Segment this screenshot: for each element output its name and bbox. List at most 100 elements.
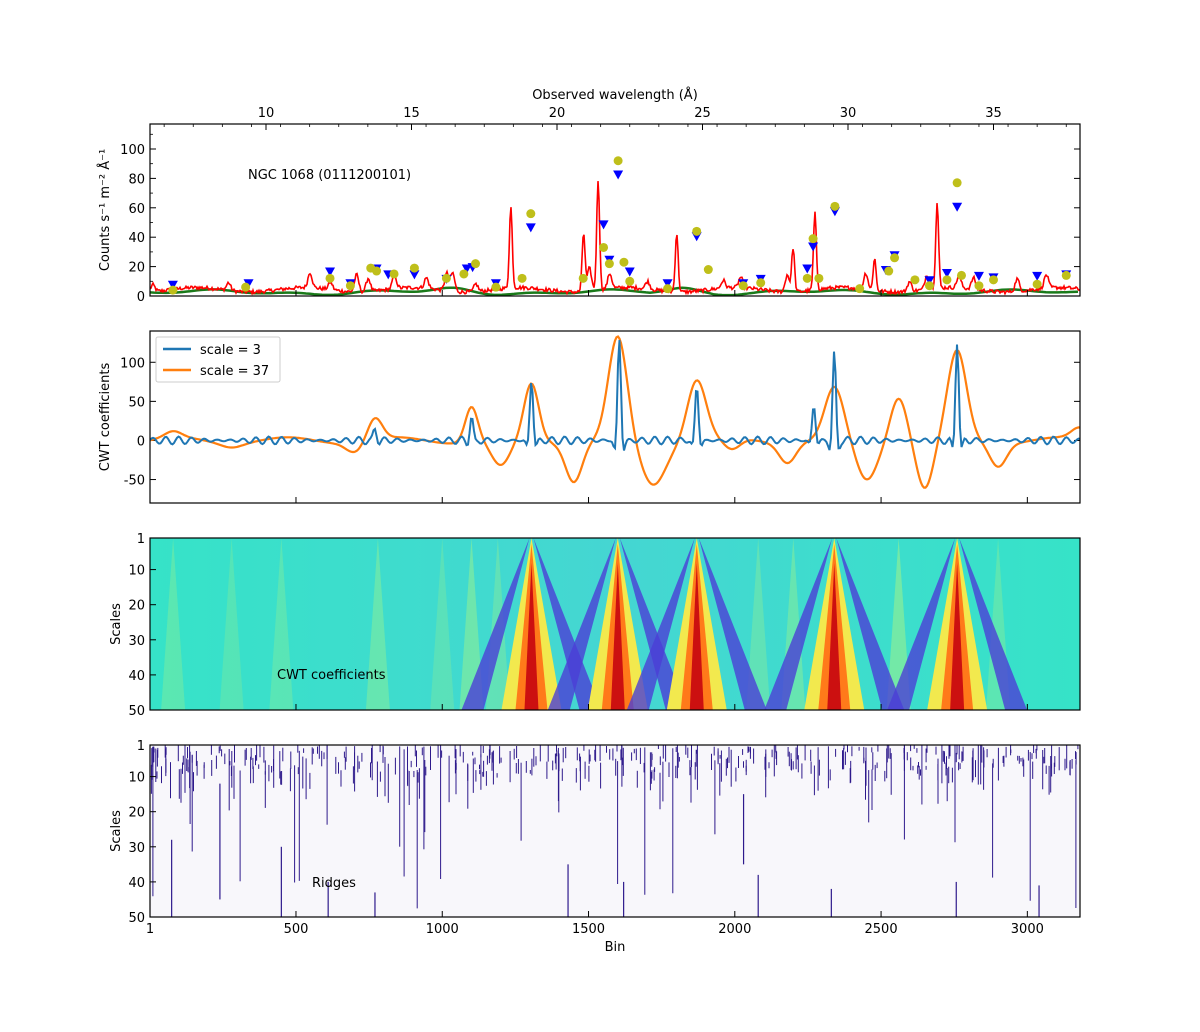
scale-37-line <box>150 335 1080 489</box>
yellow-peak-marker <box>625 276 635 286</box>
heatmap-yaxis-label: Scales <box>109 603 124 645</box>
cwt-yaxis-ticks: -50 0 50 100 <box>120 356 1080 489</box>
spectrum-annotation: NGC 1068 (0111200101) <box>248 168 411 183</box>
heatmap-weak-cone <box>269 538 294 710</box>
spectrum-line <box>150 181 1080 296</box>
yellow-peak-marker <box>604 259 614 269</box>
yellow-peak-marker <box>663 284 673 294</box>
blue-peak-marker <box>1032 271 1043 281</box>
blue-peak-marker <box>325 267 336 277</box>
blue-peak-marker <box>409 270 420 280</box>
legend-scale-37: scale = 37 <box>200 364 269 379</box>
ridges-frame <box>149 744 1081 918</box>
top-tick-label: 20 <box>549 106 566 121</box>
x-tick-label: 2000 <box>718 922 751 937</box>
yellow-peak-marker <box>808 234 818 244</box>
y-tick-label: 10 <box>128 771 145 786</box>
ridges-yaxis-ticks: 1 10 20 30 40 50 <box>128 739 156 926</box>
spectrum-frame <box>149 123 1081 297</box>
y-tick-label: -50 <box>124 474 145 489</box>
y-tick-label: 20 <box>128 806 145 821</box>
heatmap-weak-cone <box>430 538 455 710</box>
ridges-xaxis-label: Bin <box>605 940 626 955</box>
heatmap-negative-lobe <box>461 538 530 710</box>
heatmap-peak-center <box>524 563 539 710</box>
yellow-peak-marker <box>459 269 469 279</box>
heatmap-weak-cone <box>459 538 484 710</box>
heatmap-frame <box>149 537 1081 711</box>
ridges-annotation: Ridges <box>312 876 356 891</box>
blue-peak-marker <box>613 170 624 180</box>
yellow-peak-marker <box>756 278 766 288</box>
yellow-peak-marker <box>345 281 355 291</box>
y-tick-label: 100 <box>120 356 145 371</box>
blue-peak-marker <box>802 264 813 274</box>
ridge-marks <box>150 745 1079 917</box>
yellow-peak-marker <box>389 269 399 279</box>
yellow-peak-marker <box>1032 279 1042 289</box>
y-tick-label: 50 <box>128 911 145 926</box>
x-tick-label: 500 <box>284 922 309 937</box>
heatmap-negative-lobe <box>887 538 956 710</box>
yellow-peak-marker <box>692 226 702 236</box>
yellow-peak-marker <box>168 285 178 295</box>
y-tick-label: 20 <box>128 599 145 614</box>
yellow-peak-marker <box>619 257 629 267</box>
y-tick-label: 60 <box>128 202 145 217</box>
heatmap-negative-lobe <box>619 538 688 710</box>
x-tick-label: 1500 <box>572 922 605 937</box>
heatmap-negative-lobe <box>764 538 833 710</box>
heatmap-weak-cone <box>365 538 390 710</box>
y-tick-label: 0 <box>137 434 145 449</box>
yellow-peak-marker <box>884 266 894 276</box>
y-tick-label: 80 <box>128 172 145 187</box>
x-tick-label: 1000 <box>426 922 459 937</box>
heatmap-negative-lobe <box>626 538 695 710</box>
cwt-image-panel: 1 10 20 30 40 50 CWT coefficients Scales <box>109 532 1081 719</box>
ridges-yaxis-label: Scales <box>109 810 124 852</box>
yellow-peak-marker <box>830 201 840 211</box>
blue-peak-marker <box>243 279 254 289</box>
top-tick-label: 15 <box>403 106 420 121</box>
yellow-peak-marker <box>942 275 952 285</box>
continuum-line <box>150 286 1079 296</box>
yellow-peak-marker <box>802 273 812 283</box>
cwt-yaxis-label: CWT coefficients <box>98 363 113 472</box>
line-markers <box>167 156 1072 295</box>
y-tick-label: 100 <box>120 143 145 158</box>
cwt-panel: -50 0 50 100 scale = 3 scale = 37 CWT coeff… <box>98 330 1081 504</box>
spectrum-yaxis-label: Counts s⁻¹ m⁻² Å⁻¹ <box>97 149 113 271</box>
heatmap-peak-center <box>827 563 842 710</box>
top-tick-label: 30 <box>840 106 857 121</box>
yellow-peak-marker <box>1061 270 1071 280</box>
y-tick-label: 20 <box>128 261 145 276</box>
yellow-peak-marker <box>372 266 382 276</box>
top-tick-label: 25 <box>694 106 711 121</box>
blue-peak-marker <box>662 279 673 289</box>
blue-peak-marker <box>941 268 952 278</box>
x-tick-label: 3000 <box>1011 922 1044 937</box>
yellow-peak-marker <box>738 281 748 291</box>
scale-3-line <box>150 340 1080 451</box>
x-tick-label: 1 <box>146 922 154 937</box>
yellow-peak-marker <box>855 284 865 294</box>
heatmap-peak-center <box>689 563 704 710</box>
cwt-frame <box>149 330 1081 504</box>
y-tick-label: 0 <box>137 290 145 305</box>
yellow-peak-marker <box>491 282 501 292</box>
yellow-peak-marker <box>578 273 588 283</box>
yellow-peak-marker <box>956 270 966 280</box>
top-xaxis-ticks: 10 15 20 25 30 35 <box>163 106 1067 130</box>
blue-peak-marker <box>167 280 178 290</box>
y-tick-label: 30 <box>128 841 145 856</box>
y-tick-label: 1 <box>137 739 145 754</box>
heatmap-weak-cone <box>161 538 186 710</box>
blue-peak-marker <box>624 267 635 277</box>
y-tick-label: 1 <box>137 532 145 547</box>
top-tick-label: 35 <box>985 106 1002 121</box>
heatmap-peak-center <box>950 563 965 710</box>
heatmap-weak-cone <box>746 538 771 710</box>
y-tick-label: 30 <box>128 634 145 649</box>
